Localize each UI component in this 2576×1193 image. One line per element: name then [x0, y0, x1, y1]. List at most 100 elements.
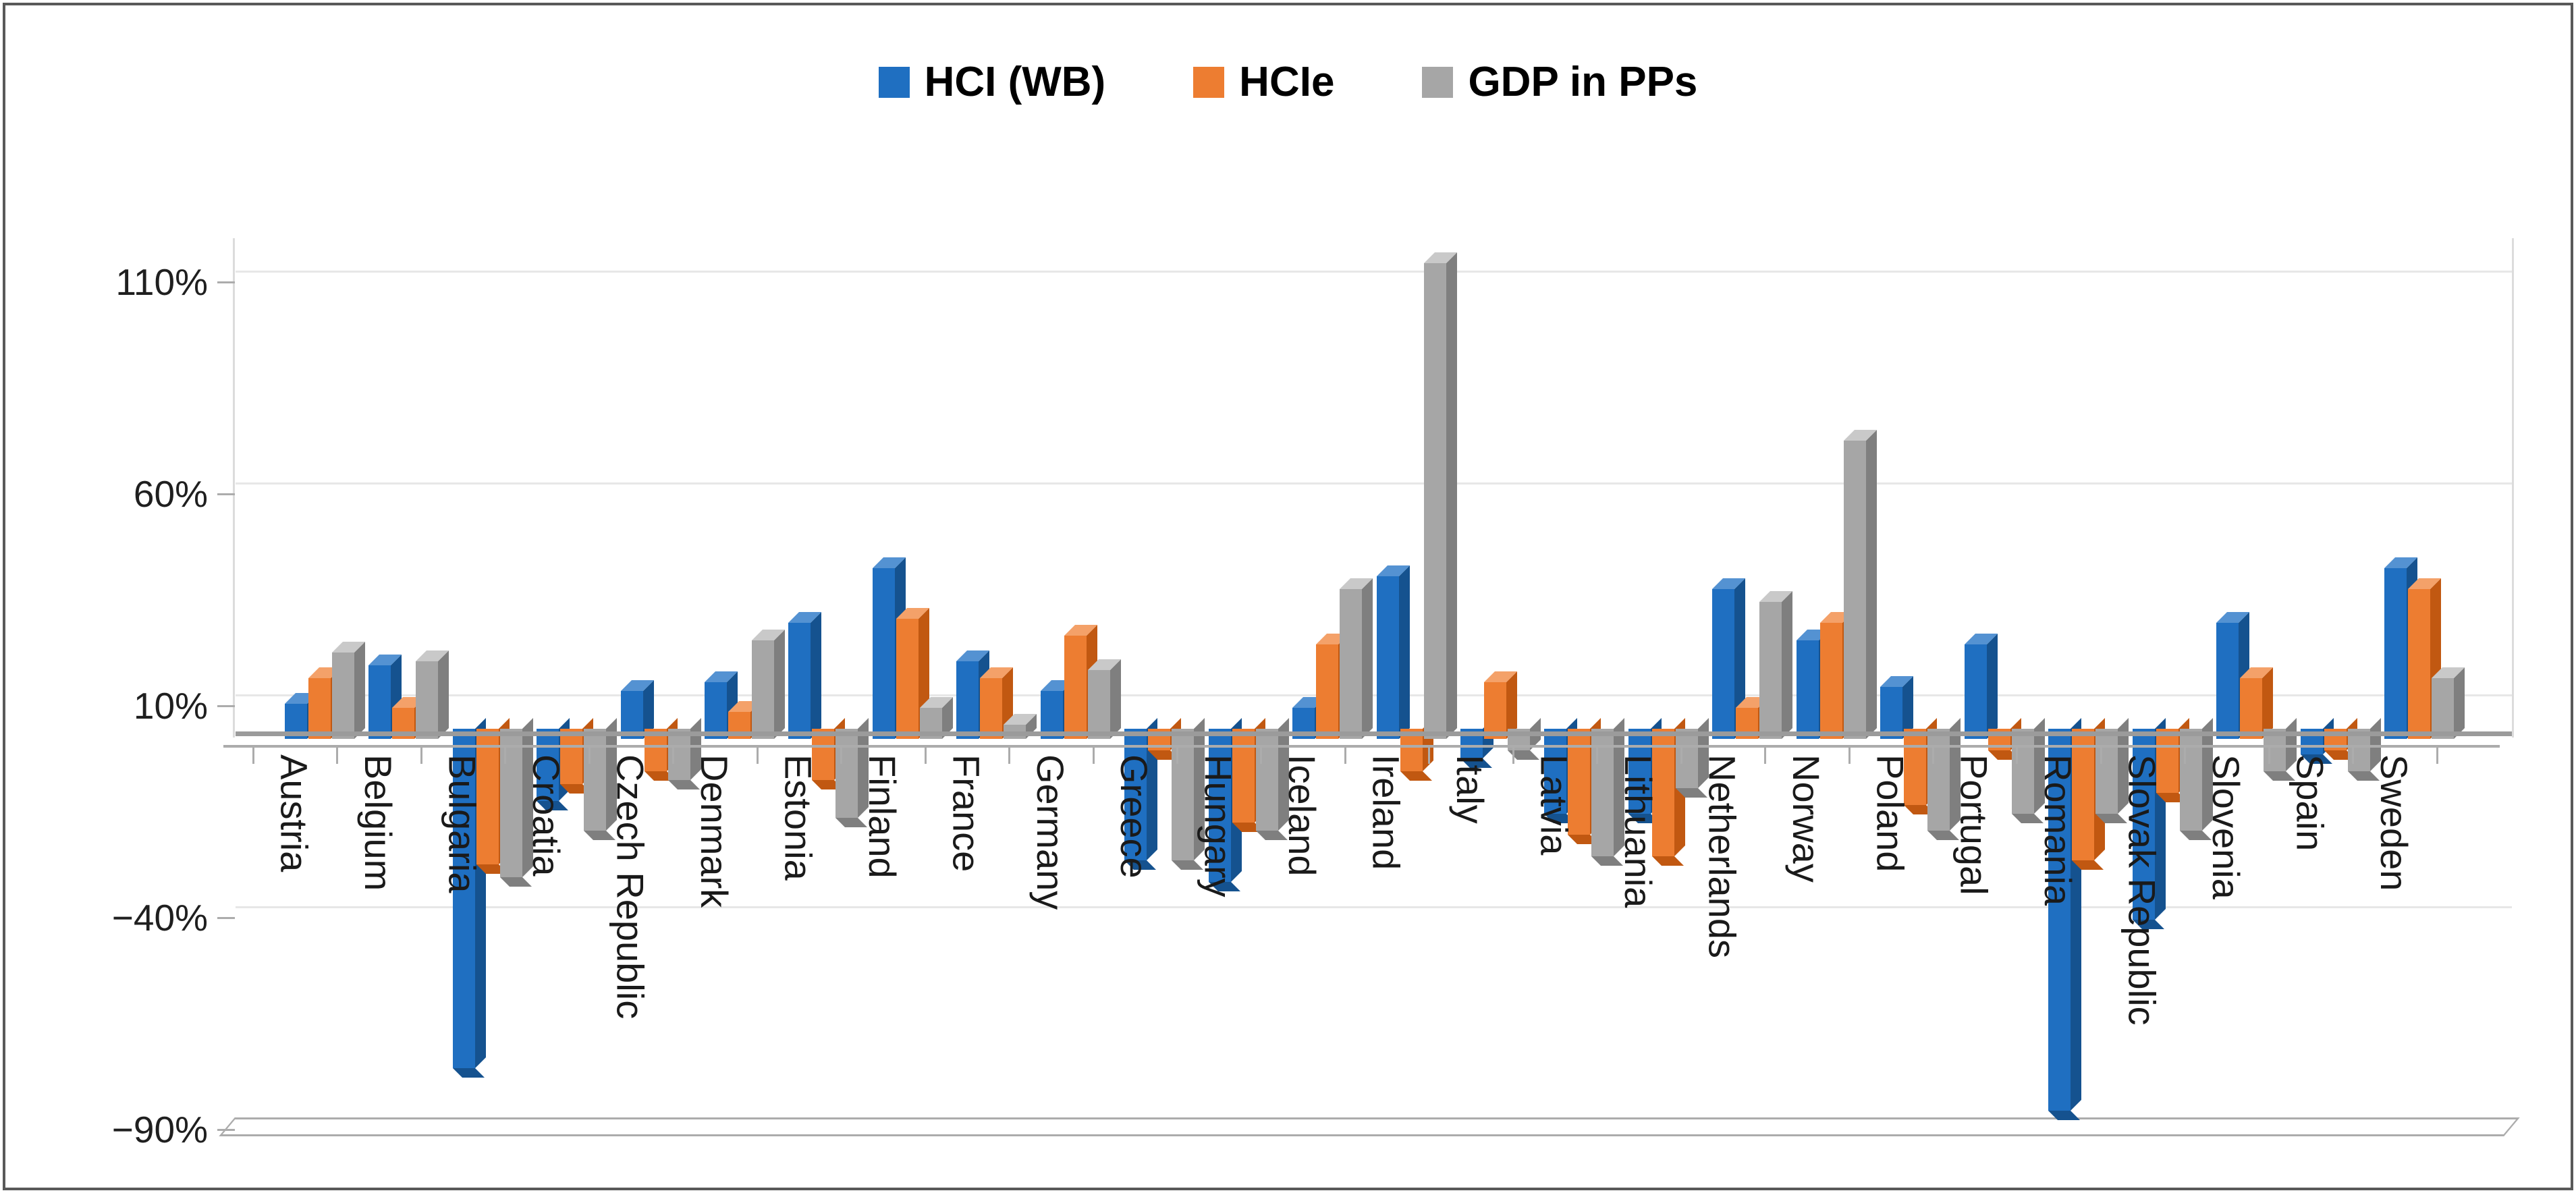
- bar-front-face: [2407, 589, 2430, 739]
- x-tick-mark: [924, 748, 927, 764]
- bar-side-face: [1398, 565, 1410, 739]
- x-tick-mark: [1596, 748, 1599, 764]
- x-tick-mark: [588, 748, 591, 764]
- bar-front-face: [1651, 729, 1674, 856]
- bar-bottom-face: [499, 877, 532, 887]
- bar-front-face: [1208, 729, 1231, 882]
- bar-front-face: [1484, 682, 1507, 739]
- bar-front-face: [308, 678, 331, 739]
- bar-front-face: [1843, 441, 1866, 739]
- bar-hci-wb: [1712, 578, 1746, 739]
- bar-gdp-in-pps: [835, 718, 869, 828]
- bar-front-face: [835, 729, 858, 819]
- bar-hci-wb: [620, 679, 654, 739]
- bar-side-face: [2453, 667, 2465, 739]
- x-category-label: Netherlands: [1701, 754, 1744, 958]
- bar-front-face: [331, 653, 354, 739]
- bar-hcie: [2156, 718, 2189, 802]
- bar-front-face: [980, 678, 1003, 739]
- bar-hci-wb: [452, 718, 486, 1078]
- bar-front-face: [560, 729, 583, 785]
- y-tick-mark: [217, 917, 235, 920]
- bar-front-face: [2156, 729, 2178, 793]
- bar-gdp-in-pps: [2431, 667, 2465, 739]
- bar-hci-wb: [2132, 718, 2166, 930]
- bar-front-face: [896, 619, 919, 739]
- bar-front-face: [1316, 644, 1339, 739]
- bar-hci-wb: [537, 718, 570, 811]
- bar-front-face: [499, 729, 522, 878]
- bar-hcie: [476, 718, 510, 875]
- x-tick-mark: [1428, 748, 1431, 764]
- bar-hcie: [812, 718, 846, 789]
- x-category-label: Lithuania: [1616, 754, 1660, 908]
- legend-swatch-hci-wb: [878, 66, 910, 98]
- bar-gdp-in-pps: [1087, 659, 1121, 739]
- y-tick-label: −40%: [111, 897, 208, 939]
- bar-front-face: [812, 729, 835, 780]
- x-tick-mark: [1260, 748, 1263, 764]
- bar-hcie: [1064, 625, 1097, 739]
- x-tick-mark: [1008, 748, 1011, 764]
- bar-hcie: [308, 667, 341, 739]
- bar-side-face: [1446, 252, 1457, 739]
- bar-gdp-in-pps: [751, 629, 785, 739]
- bar-hci-wb: [1796, 629, 1830, 739]
- bar-gdp-in-pps: [1927, 718, 1961, 841]
- x-category-label: Spain: [2289, 754, 2332, 852]
- bar-front-face: [476, 729, 499, 865]
- x-tick-mark: [1764, 748, 1767, 764]
- bar-gdp-in-pps: [584, 718, 618, 841]
- bar-front-face: [620, 690, 643, 739]
- y-tick-mark: [217, 281, 235, 284]
- bar-hcie: [980, 667, 1014, 739]
- bar-front-face: [1040, 690, 1063, 739]
- bar-front-face: [2179, 729, 2202, 831]
- bar-gdp-in-pps: [667, 718, 701, 789]
- x-category-label: Greece: [1113, 754, 1156, 879]
- bar-gdp-in-pps: [1591, 718, 1625, 866]
- bar-front-face: [1796, 640, 1819, 739]
- x-tick-mark: [2352, 748, 2355, 764]
- gridline: [236, 482, 2512, 485]
- x-category-label: Slovak Republic: [2120, 754, 2164, 1026]
- y-tick-label: 10%: [133, 685, 208, 727]
- bar-front-face: [2011, 729, 2034, 814]
- bar-front-face: [2240, 678, 2263, 739]
- bar-gdp-in-pps: [416, 650, 449, 739]
- bar-hci-wb: [1964, 633, 1998, 739]
- x-category-label: Czech Republic: [609, 754, 652, 1020]
- bar-hcie: [1484, 671, 1518, 739]
- bar-front-face: [2431, 678, 2454, 739]
- x-category-label: Austria: [273, 754, 316, 872]
- bar-side-face: [1986, 633, 1998, 739]
- bar-front-face: [1124, 729, 1147, 861]
- x-tick-mark: [756, 748, 759, 764]
- x-category-label: Belgium: [357, 754, 400, 891]
- bar-gdp-in-pps: [2011, 718, 2045, 824]
- x-category-label: Italy: [1449, 754, 1492, 824]
- x-tick-mark: [2016, 748, 2019, 764]
- bar-front-face: [1880, 686, 1903, 739]
- x-tick-mark: [1344, 748, 1346, 764]
- bar-front-face: [2384, 567, 2407, 739]
- bar-hci-wb: [1376, 565, 1410, 739]
- x-tick-mark: [2268, 748, 2270, 764]
- bar-side-face: [1109, 659, 1121, 739]
- bar-front-face: [584, 729, 607, 831]
- x-category-label: Ireland: [1365, 754, 1408, 870]
- x-tick-mark: [2184, 748, 2187, 764]
- bar-front-face: [1064, 636, 1087, 739]
- x-category-label: Romania: [2037, 754, 2080, 906]
- x-tick-mark: [2436, 748, 2438, 764]
- bar-side-face: [811, 612, 822, 739]
- bar-front-face: [1340, 589, 1363, 739]
- bar-hcie: [1819, 612, 1853, 739]
- y-tick-label: 110%: [115, 261, 208, 304]
- bar-front-face: [1591, 729, 1614, 856]
- bar-front-face: [1964, 644, 1987, 739]
- y-tick-mark: [217, 1129, 235, 1132]
- x-category-label: Hungary: [1197, 754, 1240, 897]
- bar-hcie: [1232, 718, 1265, 832]
- legend-item-hcie: HCIe: [1193, 58, 1334, 106]
